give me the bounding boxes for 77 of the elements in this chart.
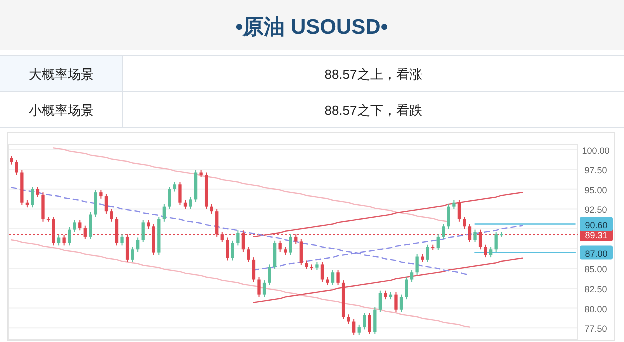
candlestick: [458, 200, 462, 222]
y-tick-label: 92.50: [584, 205, 608, 216]
candlestick: [474, 229, 477, 243]
candlestick: [189, 196, 192, 210]
y-tick-label: 82.50: [584, 284, 608, 294]
candlestick: [168, 186, 172, 210]
candlestick: [231, 240, 234, 262]
candlestick: [68, 226, 72, 246]
candlestick: [31, 186, 34, 208]
data-label: 90.60: [585, 220, 608, 230]
candlestick: [110, 208, 114, 222]
candlestick: [258, 276, 261, 298]
candlestick: [57, 234, 61, 246]
candlestick: [268, 264, 272, 286]
text: 88.57之下，看跌: [324, 103, 422, 118]
candlestick: [252, 257, 256, 283]
candlestick: [405, 276, 408, 300]
candlestick: [347, 314, 350, 325]
candlestick: [278, 240, 282, 253]
candlestick: [289, 234, 292, 256]
y-tick-label: 77.50: [584, 324, 608, 334]
candlestick: [489, 246, 493, 258]
candlestick: [89, 212, 92, 240]
candlestick: [352, 318, 356, 336]
candlestick: [320, 262, 324, 283]
candlestick: [368, 312, 372, 335]
y-tick-label: 80.00: [584, 304, 608, 314]
ref-line-label: 89.31: [585, 230, 608, 240]
candlestick: [436, 234, 440, 251]
candlestick: [162, 204, 166, 222]
text: 88.57之上，看涨: [324, 67, 422, 82]
candlestick: [484, 244, 488, 258]
candlestick: [210, 204, 214, 214]
candlestick: [173, 182, 177, 192]
candlestick: [416, 254, 419, 276]
chart-title: •原油 USOUSD•: [236, 16, 388, 39]
candlestick: [358, 324, 361, 336]
candlestick: [378, 290, 382, 313]
candlestick: [78, 220, 82, 232]
candlestick: [331, 270, 335, 286]
candlestick: [273, 240, 277, 270]
candlestick: [374, 307, 377, 335]
candlestick: [363, 312, 366, 330]
candlestick: [131, 246, 134, 263]
candlestick: [36, 186, 40, 198]
data-label: 87.00: [585, 248, 608, 259]
candlestick: [62, 234, 66, 246]
candlestick: [426, 244, 430, 263]
candlestick: [442, 224, 446, 240]
candlestick: [394, 292, 398, 313]
candlestick: [178, 182, 182, 206]
candlestick: [236, 230, 240, 246]
y-tick-label: 85.00: [584, 264, 608, 275]
candlestick: [247, 246, 250, 263]
candlestick: [120, 234, 124, 246]
text: 小概率场景: [29, 103, 94, 118]
candlestick: [400, 294, 404, 313]
candlestick: [15, 160, 18, 176]
candlestick: [463, 216, 466, 230]
candlestick: [104, 194, 108, 214]
candlestick: [226, 237, 230, 262]
y-tick-label: 95.00: [584, 185, 608, 196]
line-series: [253, 192, 524, 238]
candlestick: [494, 232, 498, 253]
text: 大概率场景: [29, 67, 94, 82]
candlestick: [447, 204, 450, 230]
candlestick: [336, 270, 340, 286]
candlestick: [262, 280, 266, 298]
candlestick: [94, 190, 98, 218]
candlestick: [410, 270, 414, 283]
line-series: [253, 258, 524, 304]
candlestick: [142, 220, 145, 243]
candlestick: [300, 238, 303, 266]
candlestick: [136, 237, 140, 253]
y-tick-label: 100.00: [582, 146, 610, 156]
candlestick: [73, 220, 76, 233]
y-tick-label: 97.50: [584, 166, 608, 176]
